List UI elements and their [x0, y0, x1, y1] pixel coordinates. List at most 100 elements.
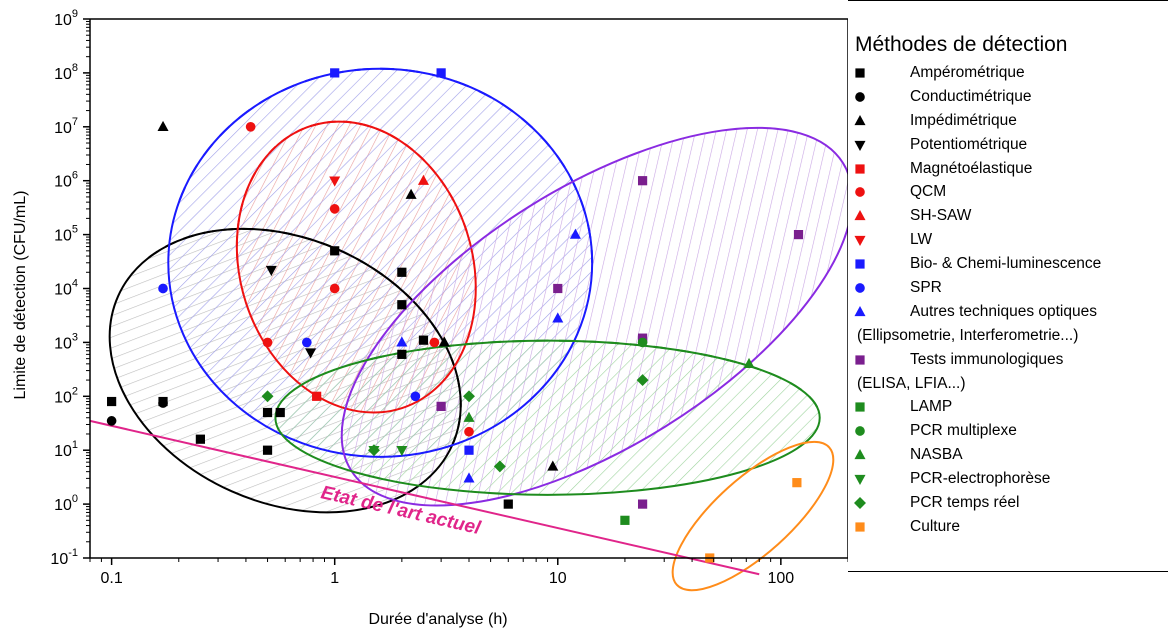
legend-marker	[855, 522, 865, 532]
legend-marker	[855, 426, 865, 437]
legend-label: QCM	[910, 183, 947, 201]
data-point	[262, 445, 273, 455]
data-point	[158, 283, 168, 294]
data-point	[262, 407, 273, 418]
data-point	[547, 460, 559, 471]
legend-label: Impédimétrique	[910, 111, 1017, 129]
x-axis-label: Durée d'analyse (h)	[368, 611, 507, 628]
data-point	[305, 348, 317, 359]
y-tick-label: 101	[54, 439, 78, 460]
data-point	[195, 434, 205, 444]
x-tick-label: 1	[330, 570, 339, 587]
legend-marker	[854, 114, 866, 125]
data-points	[106, 68, 804, 563]
state-of-art-line	[89, 419, 760, 576]
legend-marker	[855, 92, 865, 102]
legend-label: SPR	[910, 279, 942, 297]
legend-label: SH-SAW	[910, 207, 972, 225]
data-point	[329, 283, 340, 294]
data-point	[438, 336, 450, 347]
data-point	[553, 283, 563, 294]
legend-marker	[854, 305, 866, 317]
legend-marker	[854, 236, 866, 247]
legend-marker	[854, 140, 866, 151]
data-point	[158, 398, 168, 408]
data-point	[329, 176, 341, 187]
region-fill	[275, 340, 820, 495]
y-axis-label: Limite de détection (CFU/mL)	[12, 191, 29, 400]
data-point	[464, 426, 474, 437]
data-point	[367, 444, 380, 457]
legend-label: Potentiométrique	[910, 135, 1028, 153]
data-point	[637, 499, 648, 509]
data-point	[329, 204, 340, 214]
data-point	[637, 176, 648, 186]
x-tick-label: 100	[767, 570, 794, 587]
legend-marker	[855, 402, 865, 413]
data-point	[157, 120, 169, 131]
y-tick-label: 103	[54, 331, 78, 352]
data-point	[463, 411, 475, 422]
y-tick-label: 107	[54, 116, 78, 137]
data-point	[793, 230, 804, 240]
legend-marker	[855, 187, 865, 198]
data-point	[464, 445, 474, 455]
legend-label: Culture	[910, 517, 960, 535]
data-point	[261, 390, 274, 403]
data-point	[463, 390, 475, 403]
region-ellipse-dashed	[235, 120, 477, 414]
chart-plot: Etat de l'art actuel 0.1 1 10 10010-1100101…	[12, 8, 848, 628]
data-point	[792, 478, 802, 488]
data-point	[463, 472, 475, 483]
data-point	[436, 401, 446, 411]
legend-marker	[855, 355, 865, 365]
legend-label: NASBA	[910, 446, 963, 464]
legend-marker	[855, 283, 865, 293]
y-tick-label: 105	[54, 224, 78, 245]
legend-label: Ampérométrique	[910, 64, 1025, 81]
data-point	[493, 460, 506, 473]
legend-label: (ELISA, LFIA...)	[857, 374, 966, 392]
y-tick-label: 100	[54, 493, 78, 514]
legend-label: Tests immunologiques	[910, 350, 1064, 368]
legend-marker	[854, 475, 866, 486]
legend-marker	[854, 210, 866, 221]
legend: Méthodes de détection Ampérométrique Cond…	[848, 0, 1168, 572]
data-point	[312, 391, 322, 401]
legend-label: Conductimétrique	[910, 87, 1032, 105]
legend-label: PCR temps réel	[910, 494, 1020, 512]
legend-label: LW	[910, 231, 933, 249]
legend-label: Bio- & Chemi-luminescence	[910, 255, 1102, 273]
data-point	[265, 265, 277, 277]
data-point	[275, 407, 285, 418]
data-point	[410, 391, 421, 402]
legend-label: PCR multiplexe	[910, 422, 1017, 440]
y-tick-label: 102	[54, 385, 78, 406]
legend-marker	[855, 163, 865, 174]
y-tick-label: 104	[54, 278, 78, 299]
y-tick-label: 109	[54, 8, 78, 29]
legend-marker	[855, 68, 865, 78]
legend-label: PCR-electrophorèse	[910, 470, 1051, 488]
data-point	[417, 174, 429, 185]
legend-label: (Ellipsometrie, Interferometrie...)	[857, 326, 1079, 344]
data-point	[330, 68, 340, 78]
x-tick-label: 10	[549, 570, 567, 587]
data-point	[397, 349, 407, 359]
data-point	[396, 446, 408, 457]
data-point	[637, 337, 648, 348]
data-point	[106, 416, 117, 426]
y-tick-label: 10-1	[50, 547, 78, 568]
data-point	[636, 374, 649, 387]
data-point	[620, 515, 630, 525]
legend-label: Autres techniques optiques	[910, 302, 1097, 320]
data-point	[397, 300, 407, 310]
legend-marker	[854, 449, 866, 460]
legend-label: LAMP	[910, 398, 953, 416]
data-point	[405, 188, 417, 199]
data-point	[245, 121, 256, 132]
region-ellipse	[671, 440, 835, 592]
legend-marker	[854, 497, 866, 510]
data-point	[418, 335, 429, 345]
data-point	[552, 312, 564, 323]
